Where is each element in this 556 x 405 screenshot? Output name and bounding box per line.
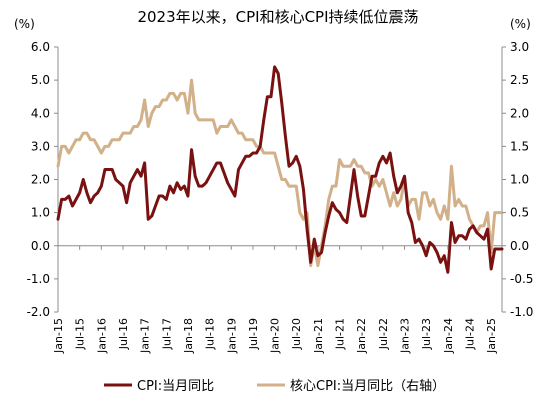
series-layer bbox=[56, 65, 504, 274]
x-axis-tick-label: Jul-15 bbox=[74, 318, 87, 350]
x-axis-tick-label: Jan-20 bbox=[269, 318, 282, 354]
legend-label-cpi: CPI:当月同比 bbox=[137, 379, 214, 394]
x-axis-tick-label: Jul-20 bbox=[290, 318, 303, 350]
x-axis-tick-label: Jan-15 bbox=[52, 318, 65, 354]
x-axis-tick-label: Jan-21 bbox=[312, 318, 325, 354]
x-axis-tick-label: Jan-22 bbox=[355, 318, 368, 354]
left-axis-tick-label: 2.0 bbox=[31, 173, 50, 187]
right-axis-ticks: 3.0 2.5 2.0 1.5 1.0 0.5 0.0 -0.5 -1.0 bbox=[502, 40, 533, 319]
right-axis-unit: (%) bbox=[510, 17, 531, 31]
right-axis-tick-label: -1.0 bbox=[510, 305, 533, 319]
left-axis-tick-label: 3.0 bbox=[31, 139, 50, 153]
right-axis-tick-label: 2.5 bbox=[510, 73, 529, 87]
legend: CPI:当月同比 核心CPI:当月同比（右轴） bbox=[104, 379, 445, 394]
right-axis-tick-label: 2.0 bbox=[510, 106, 529, 120]
right-axis-tick-label: 0.0 bbox=[510, 239, 529, 253]
series-line-cpi bbox=[56, 65, 504, 274]
chart-title: 2023年以来，CPI和核心CPI持续低位震荡 bbox=[137, 8, 418, 26]
right-axis-tick-label: 1.0 bbox=[510, 173, 529, 187]
x-axis-tick-label: Jan-24 bbox=[442, 318, 455, 354]
x-axis-tick-label: Jul-22 bbox=[377, 318, 390, 350]
right-axis-tick-label: -0.5 bbox=[510, 272, 533, 286]
left-axis-tick-label: 5.0 bbox=[31, 73, 50, 87]
x-axis-tick-label: Jul-21 bbox=[334, 318, 347, 350]
left-axis-tick-label: 6.0 bbox=[31, 40, 50, 54]
x-axis-tick-label: Jan-23 bbox=[399, 318, 412, 354]
left-axis-tick-label: 0.0 bbox=[31, 239, 50, 253]
x-axis-ticks: Jan-15 Jul-15 Jan-16 Jul-16 Jan-17 Jul-17 Jan-… bbox=[52, 245, 498, 354]
left-axis-tick-label: -2.0 bbox=[27, 305, 50, 319]
right-axis-tick-label: 0.5 bbox=[510, 206, 529, 220]
x-axis-tick-label: Jul-24 bbox=[464, 318, 477, 350]
left-axis-ticks: 6.0 5.0 4.0 3.0 2.0 1.0 0.0 -1.0 -2.0 bbox=[27, 40, 58, 319]
left-axis-tick-label: -1.0 bbox=[27, 272, 50, 286]
x-axis-tick-label: Jul-16 bbox=[117, 318, 130, 350]
x-axis-tick-label: Jul-19 bbox=[247, 318, 260, 350]
x-axis-tick-label: Jul-17 bbox=[160, 318, 173, 350]
x-axis-tick-label: Jan-25 bbox=[485, 318, 498, 354]
left-axis-tick-label: 1.0 bbox=[31, 206, 50, 220]
x-axis-tick-label: Jan-16 bbox=[95, 318, 108, 354]
right-axis-tick-label: 3.0 bbox=[510, 40, 529, 54]
series-line-core-cpi bbox=[56, 78, 504, 268]
x-axis-tick-label: Jul-18 bbox=[204, 318, 217, 350]
left-axis-tick-label: 4.0 bbox=[31, 106, 50, 120]
left-axis-unit: (%) bbox=[14, 17, 35, 31]
right-axis-tick-label: 1.5 bbox=[510, 139, 529, 153]
x-axis-tick-label: Jul-23 bbox=[420, 318, 433, 350]
x-axis-tick-label: Jan-18 bbox=[182, 318, 195, 354]
legend-label-core-cpi: 核心CPI:当月同比（右轴） bbox=[290, 379, 445, 394]
x-axis-tick-label: Jan-17 bbox=[139, 318, 152, 354]
x-axis-tick-label: Jan-19 bbox=[225, 318, 238, 354]
